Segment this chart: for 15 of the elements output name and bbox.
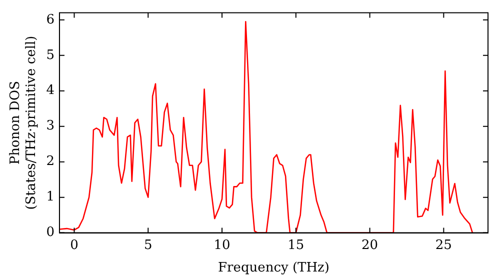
x-tick-label: 0 [70, 238, 78, 253]
x-tick-label: 20 [362, 238, 378, 253]
y-axis-title: Phonon DOS (States/THz·primitive cell) [8, 36, 39, 210]
y-tick-label: 2 [46, 154, 54, 170]
y-tick-label: 4 [46, 83, 54, 98]
x-tick-label: 25 [435, 238, 452, 253]
y-tick-label: 3 [46, 118, 54, 134]
x-tick-label: 10 [214, 238, 230, 253]
x-axis-title: Frequency (THz) [218, 260, 330, 276]
y-tick-label: 1 [46, 190, 54, 205]
x-tick-label: 15 [288, 238, 304, 253]
y-tick-label: 0 [46, 225, 54, 240]
x-tick-label: 5 [144, 238, 152, 253]
y-tick-label: 6 [46, 12, 54, 28]
y-tick-label: 5 [46, 48, 54, 63]
